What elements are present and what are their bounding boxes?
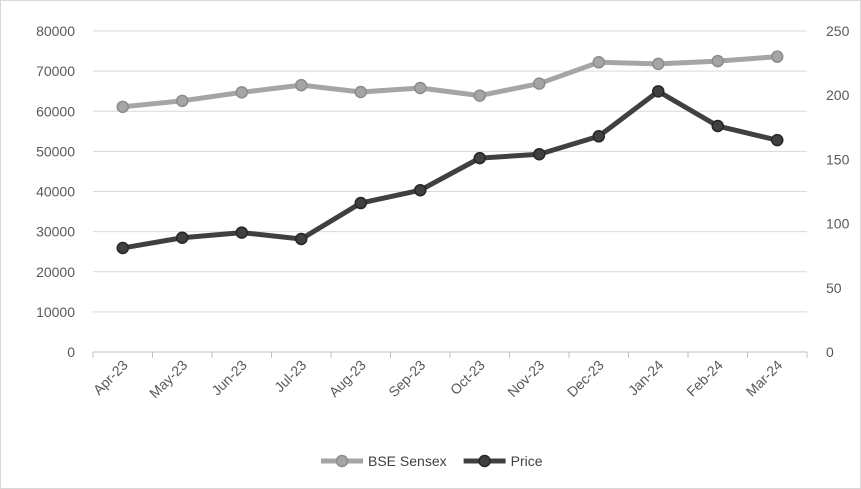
data-point-bse-sensex [711,54,724,68]
y-tick-label-right: 0 [826,344,834,360]
data-point-bse-sensex [652,57,665,71]
y-tick-label-left: 50000 [36,143,75,159]
series-layer [116,50,784,255]
y-tick-label-right: 50 [826,280,842,296]
y-tick-label-left: 0 [67,344,75,360]
x-tick-label: Sep-23 [385,357,428,400]
data-point-price [295,232,308,246]
data-point-bse-sensex [176,94,189,108]
y-tick-label-left: 60000 [36,103,75,119]
y-tick-label-left: 20000 [36,264,75,280]
data-point-bse-sensex [414,81,427,95]
data-point-price [771,133,784,147]
data-point-bse-sensex [354,85,367,99]
legend: BSE Sensex Price [321,453,543,469]
y-tick-label-left: 10000 [36,304,75,320]
data-point-bse-sensex [771,50,784,63]
legend-swatch-marker-bse-sensex [335,454,349,468]
data-point-price [473,151,486,165]
data-point-bse-sensex [533,77,546,90]
x-tick-label: Jul-23 [271,357,309,395]
y-tick-label-left: 70000 [36,63,75,79]
x-tick-label: Feb-24 [683,357,726,400]
series-line-price [120,88,780,251]
x-tick-label: Mar-24 [743,357,786,400]
x-tick-label: Nov-23 [504,357,547,400]
data-point-bse-sensex [592,56,605,69]
data-point-price [652,85,665,98]
data-point-price [414,183,427,197]
x-tick-label: Dec-23 [564,357,607,400]
series-line-bse-sensex [120,54,780,110]
y-tick-label-right: 100 [826,216,850,232]
y-axis-right: 0 50 100 150 200 250 [826,23,850,360]
legend-swatch-marker-price [478,454,491,468]
y-tick-label-left: 80000 [36,23,75,39]
legend-label-price: Price [511,453,543,469]
gridlines [93,30,807,353]
x-tick-label: Aug-23 [326,357,369,400]
y-tick-label-right: 150 [826,151,850,167]
x-tick-label: Jun-23 [208,357,250,399]
y-tick-label-right: 250 [826,23,850,39]
data-point-price [592,130,605,143]
x-tick-label: Apr-23 [90,357,131,398]
x-tick-label: Oct-23 [447,357,488,398]
x-axis: Apr-23 May-23 Jun-23 Jul-23 Aug-23 Sep-23 Oct-… [90,352,808,401]
x-tick-label: May-23 [146,357,190,401]
data-point-price [176,231,189,244]
data-point-price [711,119,724,133]
data-point-bse-sensex [473,89,486,102]
y-tick-label-right: 200 [826,87,850,103]
data-point-price [533,148,546,161]
data-point-price [116,241,129,255]
legend-label-bse-sensex: BSE Sensex [368,453,447,469]
y-tick-label-left: 40000 [36,184,75,200]
data-point-bse-sensex [235,86,248,99]
x-tick-label: Jan-24 [625,357,667,399]
data-point-bse-sensex [116,100,129,114]
y-tick-label-left: 30000 [36,224,75,240]
data-point-bse-sensex [295,78,308,92]
data-point-price [235,226,248,239]
data-point-price [354,196,367,210]
y-axis-left: 0 10000 20000 30000 40000 50000 60000 70000 8000… [36,23,75,360]
